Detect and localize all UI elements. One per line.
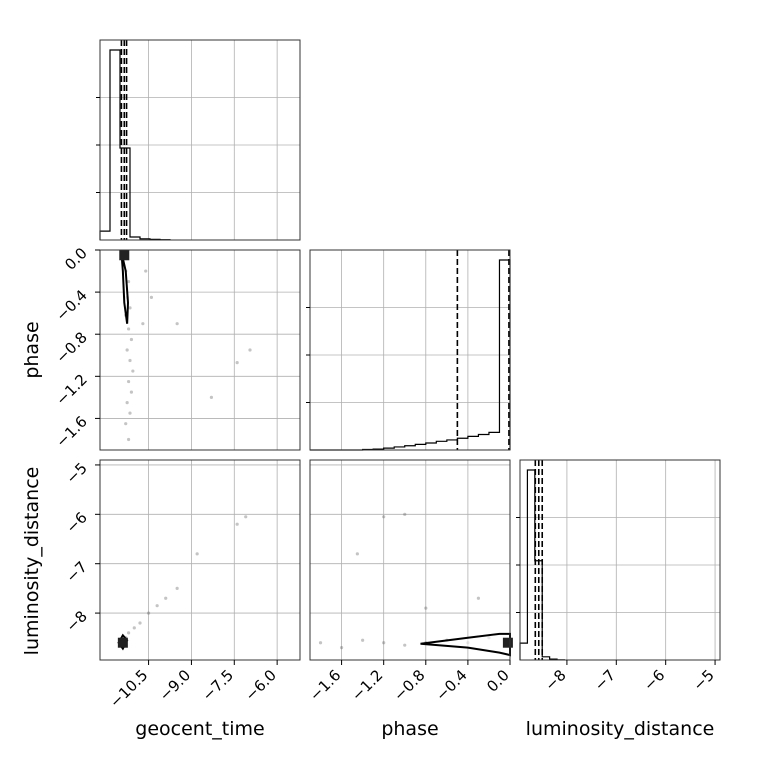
scatter-point-0-14: [125, 401, 129, 405]
scatter-point-0-8: [129, 337, 134, 342]
panel-frame-1-0: [99, 249, 301, 451]
scatter-point-0-20: [149, 295, 154, 299]
scatter-point-1-3: [132, 626, 136, 630]
scatter-point-1-11: [244, 515, 248, 519]
xtick-label-geocent_time-3: −6.0: [241, 666, 279, 704]
scatter-point-0-12: [126, 379, 131, 384]
scatter-point-0-17: [126, 437, 131, 442]
xtick-label-geocent_time-0: −10.5: [106, 666, 151, 711]
xtick-label-luminosity_distance-1: −7: [591, 666, 619, 694]
panel-frame-1-1: [309, 249, 511, 451]
scatter-point-2-14: [424, 606, 428, 610]
scatter-layer: [121, 253, 507, 650]
scatter-point-0-13: [129, 390, 134, 394]
histogram-layer: [99, 40, 566, 661]
xtick-label-luminosity_distance-3: −5: [690, 666, 718, 694]
xtick-label-phase-3: −0.4: [432, 666, 470, 704]
scatter-point-1-4: [138, 621, 142, 625]
scatter-point-0-10: [128, 358, 132, 363]
scatter-point-1-8: [175, 586, 179, 590]
axis-label-luminosity-distance: luminosity_distance: [526, 718, 715, 740]
xtick-label-luminosity_distance-2: −6: [640, 666, 668, 694]
scatter-point-2-13: [476, 596, 481, 600]
ytick-label-phase-2: −0.8: [52, 328, 90, 366]
axis-label-luminosity-distance-y: luminosity_distance: [21, 467, 43, 656]
xtick-label-geocent_time-1: −9.0: [156, 666, 194, 704]
grid-layer: [100, 40, 720, 660]
ytick-label-luminosity_distance-1: −7: [62, 558, 90, 586]
scatter-point-0-7: [126, 327, 131, 331]
scatter-point-0-15: [128, 411, 132, 415]
scatter-point-2-0: [318, 641, 323, 645]
density-peak-0: [119, 250, 130, 261]
panel-frame-2-2: [519, 459, 721, 661]
xtick-label-phase-0: −1.6: [306, 666, 344, 704]
scatter-point-1-9: [195, 552, 199, 556]
ytick-label-phase-0: −1.6: [52, 413, 90, 451]
label-layer: geocent_time phase luminosity_distance p…: [21, 321, 714, 740]
axis-label-phase-y: phase: [21, 321, 43, 378]
frame-layer: [99, 39, 721, 661]
scatter-point-0-22: [209, 395, 214, 399]
scatter-point-0-21: [175, 322, 179, 326]
panel-frame-2-0: [99, 459, 301, 661]
ytick-label-phase-1: −1.2: [52, 370, 90, 408]
scatter-point-2-1: [339, 646, 344, 650]
contour-0: [120, 251, 130, 324]
scatter-point-0-9: [125, 348, 129, 352]
ytick-label-luminosity_distance-3: −5: [62, 459, 90, 487]
scatter-point-1-10: [235, 522, 239, 526]
contour-2: [420, 632, 511, 657]
axis-label-phase: phase: [381, 718, 438, 740]
density-peak-1: [117, 637, 128, 648]
xtick-label-geocent_time-2: −7.5: [199, 666, 237, 704]
scatter-point-0-24: [248, 348, 252, 352]
panel-frame-0-0: [99, 39, 301, 241]
tick-layer: −10.5 −9.0 −7.5 −6.0 −1.6 −1.2 −0.8 −0.4 0.0 −8 −7…: [52, 97, 718, 711]
scatter-point-2-2: [361, 638, 365, 642]
ytick-label-phase-3: −0.4: [52, 286, 90, 324]
scatter-point-0-23: [235, 361, 239, 365]
panel-frame-2-1: [309, 459, 511, 661]
ytick-label-phase-4: 0.0: [61, 244, 91, 274]
axis-label-geocent-time: geocent_time: [135, 718, 264, 740]
scatter-point-1-5: [146, 611, 151, 615]
scatter-point-2-11: [382, 515, 386, 519]
scatter-point-0-19: [141, 322, 145, 326]
ytick-label-luminosity_distance-2: −6: [62, 508, 90, 536]
scatter-point-0-18: [144, 269, 148, 273]
xtick-label-phase-2: −0.8: [390, 666, 428, 704]
scatter-point-0-16: [124, 422, 128, 426]
xtick-label-phase-1: −1.2: [348, 666, 386, 704]
scatter-point-1-6: [155, 604, 159, 608]
scatter-point-0-11: [131, 369, 135, 373]
contour-layer: [117, 250, 513, 657]
xtick-label-phase-4: 0.0: [483, 666, 513, 696]
xtick-label-luminosity_distance-0: −8: [541, 666, 569, 694]
scatter-point-1-7: [164, 596, 168, 600]
scatter-point-0-3: [126, 279, 131, 284]
scatter-point-2-12: [355, 552, 359, 556]
scatter-point-2-4: [403, 643, 407, 647]
scatter-point-0-5: [128, 306, 132, 310]
ytick-label-luminosity_distance-0: −8: [62, 607, 90, 635]
scatter-point-2-3: [382, 641, 386, 645]
scatter-point-1-2: [126, 631, 131, 635]
scatter-point-2-10: [403, 512, 407, 516]
density-peak-2: [502, 637, 513, 648]
